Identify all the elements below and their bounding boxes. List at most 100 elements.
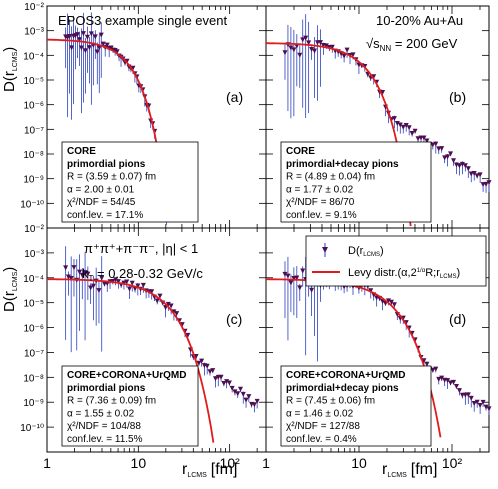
data-point [477, 403, 483, 409]
data-point [317, 40, 323, 46]
y-tick-label: 10⁻⁴ [23, 51, 44, 62]
data-point [406, 125, 412, 131]
data-point [400, 124, 406, 130]
data-point [341, 53, 347, 59]
data-point [412, 128, 418, 134]
data-point [229, 385, 235, 391]
data-point [388, 299, 394, 305]
y-tick-label: 10⁻⁵ [23, 299, 44, 310]
data-point [196, 360, 202, 366]
legend: D(rLCMS) Levy distr.(α,21/αR;rLCMS) [305, 235, 487, 287]
panel-label: (d) [449, 311, 466, 327]
fit-box-alpha: α = 2.00 ± 0.01 [67, 184, 135, 195]
data-point [71, 265, 77, 271]
fit-box-conf-level: conf.lev. = 17.1% [67, 210, 143, 221]
data-point [204, 363, 210, 369]
y-tick-label: 10⁻⁴ [23, 274, 44, 285]
data-point [448, 380, 454, 386]
data-point [168, 303, 174, 309]
data-point [104, 42, 110, 48]
y-tick-label: 10⁻¹⁰ [20, 199, 44, 210]
fit-box-chi2: χ²/NDF = 104/88 [67, 421, 141, 432]
data-point [157, 293, 163, 299]
data-point [477, 172, 483, 178]
data-point [251, 402, 257, 408]
x-axis-title-right: rLCMS [fm] [382, 461, 437, 479]
data-point [130, 65, 136, 71]
data-point [474, 399, 480, 405]
y-axis-title-bottom: D(rLCMS) [1, 267, 19, 312]
fit-box-title: CORE+CORONA+UrQMD [67, 370, 186, 381]
data-point [300, 37, 306, 43]
y-tick-label: 10⁻³ [24, 27, 44, 38]
data-point [424, 138, 430, 144]
fit-box-alpha: α = 1.77 ± 0.02 [286, 184, 354, 195]
data-point [171, 309, 177, 315]
data-point [397, 122, 403, 128]
data-point [84, 34, 90, 40]
data-point [282, 271, 288, 277]
data-point [453, 384, 459, 390]
y-tick-label: 10⁻⁸ [23, 150, 44, 161]
y-tick-label: 10⁻⁶ [23, 101, 44, 112]
data-point [350, 52, 356, 58]
data-point [79, 272, 85, 278]
fit-box-conf-level: conf.lev. = 9.1% [286, 210, 357, 221]
kt-label: kT = 0.28-0.32 GeV/c [82, 266, 203, 283]
data-point [88, 285, 94, 291]
data-point [80, 31, 86, 37]
data-point [297, 285, 303, 291]
data-point [442, 155, 448, 161]
data-point [456, 388, 462, 394]
data-point [82, 48, 88, 54]
data-point [232, 389, 238, 395]
data-point [471, 170, 477, 176]
fit-box-conf-level: conf.lev. = 0.4% [286, 434, 357, 445]
y-tick-label: 10⁻⁶ [23, 324, 44, 335]
data-point [288, 280, 294, 286]
data-point [98, 32, 104, 38]
legend-fit-label: Levy distr.(α,21/αR;rLCMS) [348, 267, 460, 280]
data-point [174, 311, 180, 317]
data-point [85, 271, 91, 277]
data-point [433, 141, 439, 147]
data-point [391, 302, 397, 308]
data-point [67, 34, 73, 40]
data-point [371, 74, 377, 80]
y-tick-label: 10⁻⁹ [23, 175, 44, 186]
fit-line [47, 278, 215, 443]
data-point [96, 288, 102, 294]
data-point [465, 166, 471, 172]
data-point [474, 173, 480, 179]
data-point [323, 43, 329, 49]
data-point [210, 368, 216, 374]
data-point [462, 163, 468, 169]
data-point [207, 369, 213, 375]
data-point [88, 31, 94, 37]
data-point [291, 47, 297, 53]
fit-box-title: CORE+CORONA+UrQMD [286, 370, 405, 381]
fit-line [266, 42, 412, 227]
data-point [385, 298, 391, 304]
data-point [448, 151, 454, 157]
y-tick-label: 10⁻⁸ [23, 373, 44, 384]
fit-box-chi2: χ²/NDF = 127/88 [286, 421, 360, 432]
data-point [115, 279, 121, 285]
data-point [300, 268, 306, 274]
data-point [199, 358, 205, 364]
data-point [243, 397, 249, 403]
data-point [282, 50, 288, 56]
x-tick-label: 10 [351, 455, 367, 471]
data-point [112, 47, 118, 53]
data-point [433, 366, 439, 372]
particles-label: π⁺π⁺+π⁻π⁻, |η| < 1 [84, 241, 198, 256]
data-point [468, 171, 474, 177]
y-tick-label: 10⁻⁷ [24, 348, 44, 359]
data-point [409, 131, 415, 137]
data-point [309, 287, 315, 293]
data-point [468, 395, 474, 401]
data-point [480, 399, 486, 405]
data-point [424, 361, 430, 367]
y-tick-label: 10⁻⁹ [23, 398, 44, 409]
fit-parameter-box [280, 365, 432, 447]
